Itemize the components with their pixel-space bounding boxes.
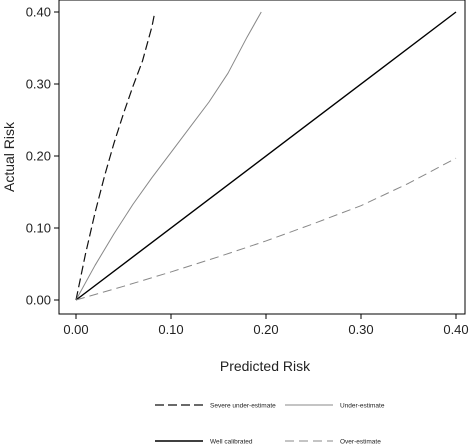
- series-line-well-calibrated: [75, 11, 457, 301]
- series-line-over-estimate: [75, 157, 457, 301]
- y-tick-label: 0.40: [26, 5, 51, 20]
- legend-label-well-calibrated: Well calibrated: [210, 439, 253, 446]
- x-tick-label: 0.30: [348, 322, 373, 337]
- legend-label-under-estimate: Under-estimate: [340, 403, 385, 410]
- legend: Severe under-estimate Under-estimate Well …: [155, 403, 385, 446]
- y-tick-label: 0.30: [26, 77, 51, 92]
- x-tick-label: 0.20: [253, 322, 278, 337]
- x-tick-label: 0.40: [443, 322, 468, 337]
- y-tick-label: 0.20: [26, 149, 51, 164]
- y-axis: 0.00 0.10 0.20 0.30 0.40: [26, 5, 59, 308]
- legend-label-over-estimate: Over-estimate: [340, 439, 381, 446]
- y-tick-label: 0.00: [26, 293, 51, 308]
- x-tick-label: 0.10: [158, 322, 183, 337]
- y-tick-label: 0.10: [26, 221, 51, 236]
- x-axis-title: Predicted Risk: [220, 358, 311, 374]
- series-line-under-estimate: [75, 11, 262, 301]
- series-line-severe-under-estimate: [75, 11, 156, 301]
- x-axis: 0.00 0.10 0.20 0.30 0.40: [63, 314, 469, 337]
- series-layer: [75, 11, 457, 301]
- y-axis-title: Actual Risk: [1, 121, 17, 192]
- legend-label-severe-under-estimate: Severe under-estimate: [210, 403, 276, 410]
- x-tick-label: 0.00: [63, 322, 88, 337]
